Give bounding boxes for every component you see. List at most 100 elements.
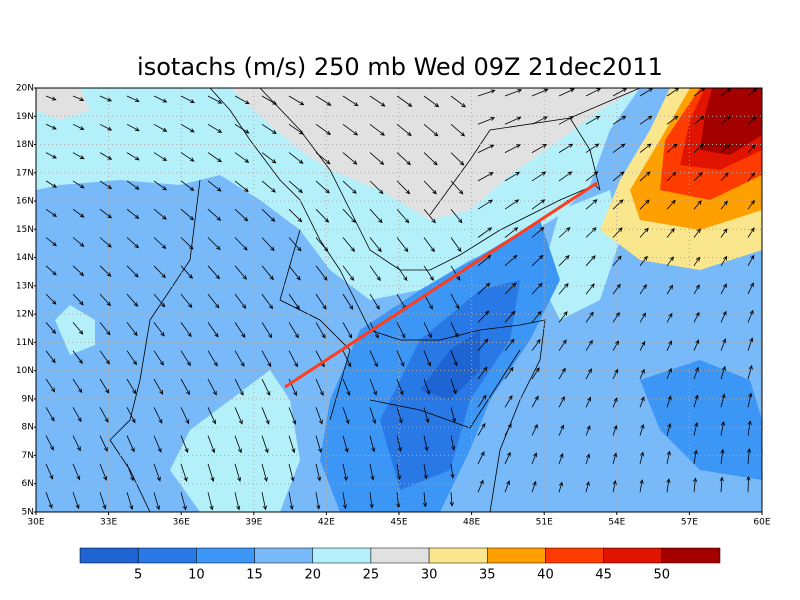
lat-label: 16N (16, 197, 34, 207)
wind-arrow (450, 152, 465, 166)
fill-50-plus (700, 88, 762, 155)
wind-arrow (288, 208, 303, 223)
wind-arrow (585, 143, 600, 153)
wind-arrow (747, 199, 755, 210)
wind-arrow (396, 265, 408, 282)
wind-arrow (450, 435, 456, 451)
wind-arrow (369, 463, 375, 481)
wind-arrow (504, 423, 512, 436)
wind-arrow (153, 208, 167, 220)
wind-arrow (585, 199, 598, 210)
wind-arrow (234, 378, 244, 396)
wind-arrow (639, 312, 647, 323)
wind-arrow (99, 492, 107, 510)
wind-arrow (126, 322, 138, 337)
colorbar-swatch (137, 547, 197, 564)
lat-label: 9N (22, 394, 34, 404)
wind-arrow (45, 180, 58, 188)
wind-arrow (666, 340, 673, 351)
wind-arrow (288, 95, 305, 106)
wind-arrow (234, 435, 242, 454)
wind-arrow (261, 407, 270, 425)
wind-arrow (99, 350, 110, 365)
lon-label: 51E (536, 518, 553, 528)
wind-arrow (72, 492, 80, 510)
wind-arrow (720, 228, 728, 238)
wind-arrow (693, 311, 700, 323)
wind-arrow (342, 435, 349, 453)
wind-arrow (585, 339, 593, 351)
wind-arrow (153, 435, 162, 453)
colorbar-label: 5 (134, 568, 142, 583)
colorbar-label: 45 (595, 568, 612, 583)
wind-arrow (720, 338, 727, 351)
wind-arrow (261, 350, 272, 368)
wind-arrow (261, 435, 269, 454)
wind-arrow (639, 368, 645, 380)
wind-arrow (153, 378, 164, 395)
lon-label: 57E (681, 518, 698, 528)
wind-arrow (585, 283, 595, 295)
wind-arrow (693, 394, 699, 408)
wind-arrow (234, 180, 249, 193)
wind-arrow (180, 123, 195, 133)
wind-arrow (666, 171, 677, 182)
wind-arrow (666, 227, 675, 238)
wind-arrow (288, 463, 295, 482)
wind-arrow (99, 463, 108, 481)
wind-arrow (261, 237, 275, 252)
wind-arrow (234, 492, 241, 511)
wind-arrow (639, 227, 649, 238)
wind-arrow (342, 265, 355, 282)
wind-arrow (396, 95, 413, 107)
wind-arrow (558, 367, 566, 380)
wind-arrow (477, 89, 496, 97)
wind-arrow (234, 350, 245, 368)
wind-arrow (369, 123, 385, 136)
wind-arrow (396, 378, 404, 396)
wind-arrow (45, 208, 58, 217)
wind-vectors (45, 88, 758, 511)
wind-arrow (288, 322, 299, 339)
lat-label: 8N (22, 423, 34, 433)
wind-arrow (207, 435, 216, 454)
wind-arrow (720, 393, 726, 408)
wind-arrow (585, 396, 592, 408)
wind-arrow (288, 237, 302, 252)
wind-arrow (315, 293, 327, 310)
wind-arrow (693, 339, 700, 351)
wind-arrow (180, 350, 191, 367)
lat-label: 6N (22, 479, 34, 489)
wind-arrow (207, 463, 215, 482)
wind-arrow (315, 435, 322, 454)
wind-arrow (261, 463, 268, 482)
wind-arrow (180, 265, 194, 279)
lon-label: 30E (27, 518, 44, 528)
wind-arrow (45, 95, 57, 101)
wind-arrow (531, 171, 547, 182)
wind-arrow (747, 420, 752, 436)
wind-arrow (747, 144, 756, 153)
wind-arrow (261, 492, 267, 511)
wind-arrow (396, 322, 406, 339)
wind-arrow (504, 451, 511, 465)
wind-arrow (342, 95, 359, 107)
wind-arrow (747, 364, 753, 380)
wind-arrow (180, 208, 195, 221)
wind-arrow (126, 152, 140, 161)
wind-arrow (126, 492, 134, 511)
wind-arrow (234, 463, 242, 482)
wind-arrow (153, 492, 161, 511)
wind-arrow (369, 180, 384, 195)
wind-arrow (558, 339, 567, 351)
wind-arrow (207, 208, 222, 221)
wind-arrow (315, 492, 321, 510)
wind-arrow (612, 199, 624, 210)
wind-arrow (720, 200, 728, 210)
wind-arrow (666, 312, 673, 323)
colorbar-swatch (79, 547, 139, 564)
wind-arrow (477, 338, 489, 351)
wind-arrow (99, 95, 113, 102)
wind-arrow (450, 180, 464, 195)
wind-arrow (720, 365, 726, 380)
